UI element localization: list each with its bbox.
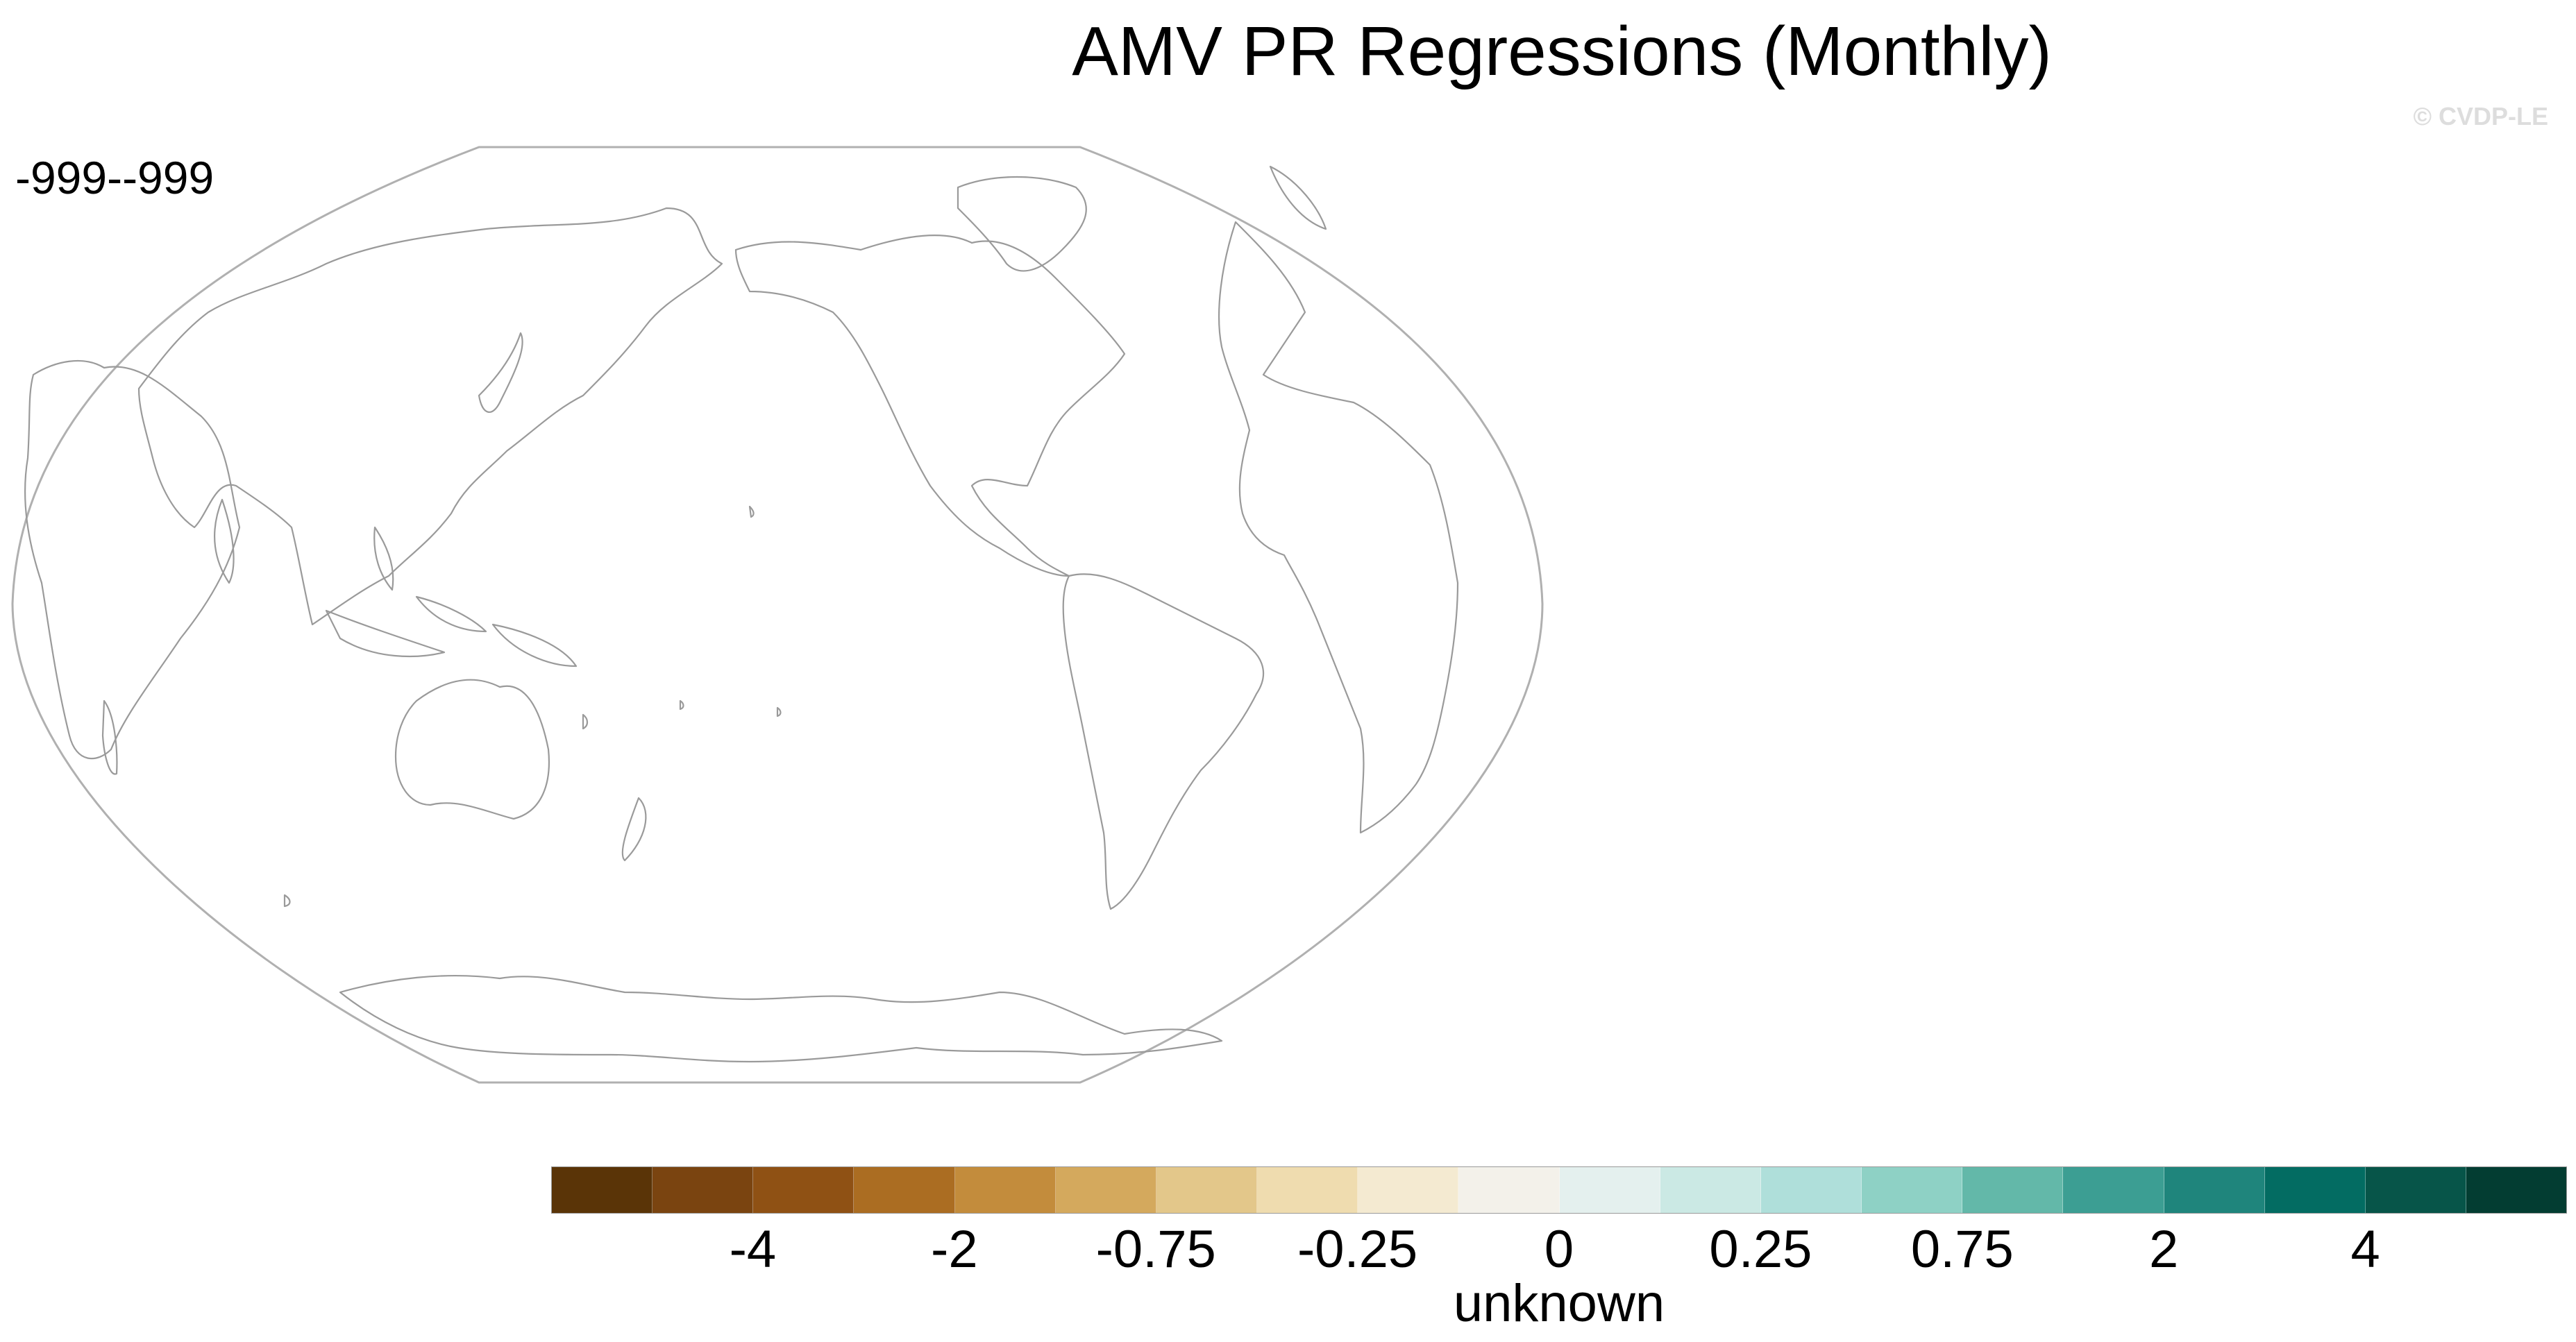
colorbar-swatch: [2264, 1167, 2366, 1213]
colorbar-tick-label: 0.75: [1910, 1220, 2014, 1279]
map-title: AMV PR Regressions (Monthly): [1072, 12, 2052, 90]
coastlines: [24, 165, 1459, 1063]
watermark: © CVDP-LE: [2413, 102, 2548, 130]
colorbar-swatch: [2466, 1167, 2567, 1213]
colorbar-swatch: [1257, 1167, 1358, 1213]
colorbar-swatch: [753, 1167, 855, 1213]
colorbar-swatch: [1559, 1167, 1660, 1213]
map-frame: [11, 146, 1544, 1084]
colorbar-tick-label: -0.75: [1095, 1220, 1216, 1279]
colorbar-swatch: [1055, 1167, 1156, 1213]
colorbar-swatch: [1458, 1167, 1560, 1213]
colorbar-tick-label: 2: [2149, 1220, 2179, 1279]
colorbar-tick-labels: -4 -2 -0.75 -0.25 0 0.25 0.75 2 4: [0, 1220, 2576, 1282]
colorbar-tick-label: -4: [729, 1220, 777, 1279]
colorbar-swatch: [1358, 1167, 1459, 1213]
colorbar-tick-label: 0: [1544, 1220, 1574, 1279]
colorbar-units-label: unknown: [1453, 1274, 1665, 1333]
colorbar: [551, 1166, 2567, 1214]
colorbar-swatch: [1660, 1167, 1761, 1213]
colorbar-swatch: [2365, 1167, 2466, 1213]
colorbar-tick-label: 0.25: [1709, 1220, 1812, 1279]
world-map: [11, 146, 1544, 1084]
colorbar-swatch: [954, 1167, 1056, 1213]
colorbar-swatch: [1962, 1167, 2064, 1213]
colorbar-tick-label: 4: [2350, 1220, 2380, 1279]
colorbar-swatch: [2063, 1167, 2164, 1213]
colorbar-swatch: [1760, 1167, 1862, 1213]
colorbar-swatch: [552, 1167, 653, 1213]
colorbar-swatch: [2164, 1167, 2265, 1213]
colorbar-tick-label: -2: [931, 1220, 978, 1279]
colorbar-swatch: [1156, 1167, 1258, 1213]
colorbar-tick-label: -0.25: [1297, 1220, 1418, 1279]
colorbar-swatch: [653, 1167, 754, 1213]
panel-label: -999--999: [15, 152, 214, 203]
colorbar-swatch: [854, 1167, 955, 1213]
colorbar-swatch: [1862, 1167, 1963, 1213]
